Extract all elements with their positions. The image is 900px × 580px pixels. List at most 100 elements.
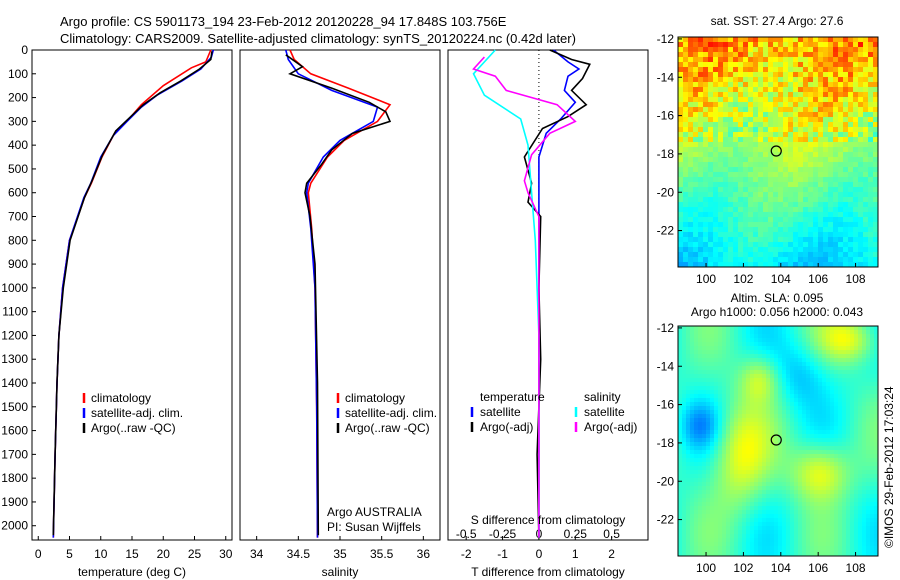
map-cell [828,137,834,143]
map-cell [773,207,779,213]
map-cell [694,374,699,379]
map-cell [803,202,809,208]
map-cell [746,538,751,543]
map-cell [678,172,684,178]
map-cell [723,57,729,63]
map-cell [774,394,779,399]
map-cell [843,182,849,188]
map-cell [853,82,859,88]
map-cell [773,97,779,103]
map-cell [842,534,847,539]
map-cell [846,326,851,331]
map-cell [730,474,735,479]
map-cell [698,434,703,439]
map-cell [726,490,731,495]
map-cell [874,374,879,379]
map-cell [738,212,744,218]
map-cell [748,82,754,88]
map-cell [870,550,875,555]
map-cell [814,386,819,391]
map-cell [678,342,683,347]
header-line2: Climatology: CARS2009. Satellite-adjuste… [60,31,576,46]
map-cell [743,107,749,113]
map-cell [843,137,849,143]
map-cell [798,242,804,248]
map-cell [814,338,819,343]
map-cell [790,538,795,543]
map-cell [698,147,704,153]
map-cell [698,546,703,551]
map-cell [842,478,847,483]
map-cell [853,227,859,233]
map-cell [838,202,844,208]
map-cell [783,117,789,123]
map-cell [834,342,839,347]
map-cell [810,510,815,515]
map-cell [734,450,739,455]
map-cell [874,450,879,455]
map-cell [768,117,774,123]
map-cell [842,462,847,467]
map-cell [850,498,855,503]
map-cell [828,182,834,188]
map-cell [843,107,849,113]
map-cell [834,386,839,391]
map-cell [866,438,871,443]
map-cell [828,87,834,93]
map-cell [713,237,719,243]
map-cell [854,362,859,367]
map-cell [690,534,695,539]
map-cell [723,252,729,258]
map-cell [683,142,689,148]
map-cell [688,52,694,58]
map-cell [850,446,855,451]
map-cell [793,62,799,68]
map-cell [793,92,799,98]
temperature-x-axis-label: temperature (deg C) [78,565,186,579]
map-cell [848,102,854,108]
map-cell [762,530,767,535]
map-cell [794,554,799,557]
map-cell [786,554,791,557]
map-cell [762,418,767,423]
map-cell [868,97,874,103]
depth-tick-label: 2000 [1,519,28,533]
map-cell [834,530,839,535]
map-cell [728,92,734,98]
map-cell [698,67,704,73]
map-cell [783,172,789,178]
map-cell [698,342,703,347]
map-cell [773,212,779,218]
map-cell [710,398,715,403]
map-cell [818,422,823,427]
map-cell [810,338,815,343]
map-cell [838,546,843,551]
map-cell [686,502,691,507]
map-cell [810,410,815,415]
map-cell [794,330,799,335]
map-cell [728,182,734,188]
map-cell [782,434,787,439]
map-cell [718,330,723,335]
map-cell [766,546,771,551]
map-cell [690,418,695,423]
map-cell [750,458,755,463]
map-cell [718,474,723,479]
map-cell [748,247,754,253]
map-cell [690,498,695,503]
map-cell [758,362,763,367]
map-cell [873,172,879,178]
map-cell [678,187,684,193]
map-cell [806,502,811,507]
map-cell [702,538,707,543]
map-cell [810,542,815,547]
map-cell [768,222,774,228]
map-cell [750,390,755,395]
map-cell [838,42,844,48]
map-cell [738,506,743,511]
map-cell [766,550,771,555]
map-cell [733,52,739,58]
s-difference-label: S difference from climatology [471,513,626,527]
map-cell [858,514,863,519]
map-cell [726,470,731,475]
